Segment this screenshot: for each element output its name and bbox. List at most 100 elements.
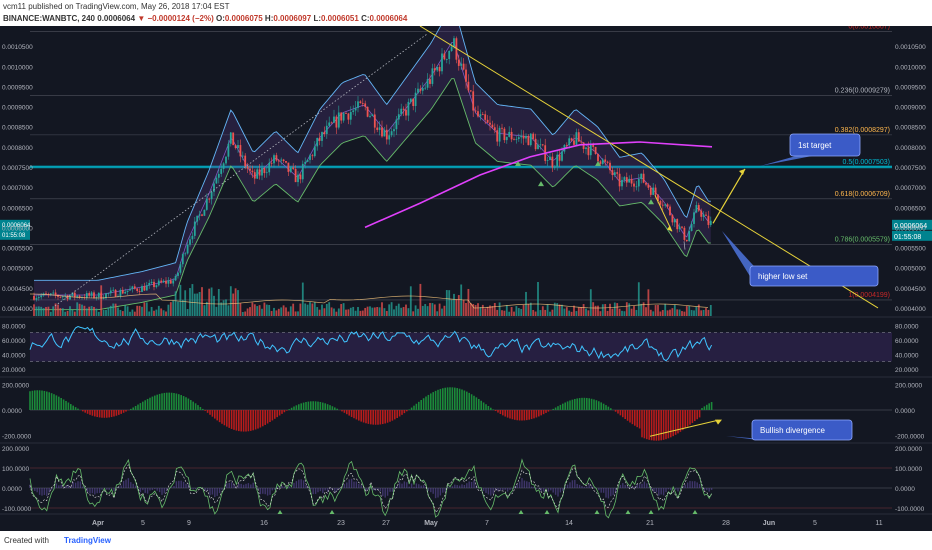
candle-body xyxy=(537,144,539,150)
volume-group xyxy=(33,282,712,316)
candle-body xyxy=(189,239,191,245)
volume-bar xyxy=(306,304,309,316)
candle-body xyxy=(373,114,376,128)
candle-body xyxy=(71,292,74,296)
volume-bar xyxy=(229,286,232,316)
volume-bar xyxy=(304,303,307,316)
candle-body xyxy=(198,214,201,216)
osc-tick-left: -100.0000 xyxy=(2,506,32,513)
volume-bar xyxy=(227,305,230,316)
candle-body xyxy=(325,125,328,134)
volume-bar xyxy=(157,305,160,316)
volume-bar xyxy=(405,304,407,316)
volume-bar xyxy=(253,304,256,316)
osc-tick-right: 0.0000 xyxy=(895,486,915,493)
volume-bar xyxy=(448,290,451,316)
candle-body xyxy=(709,220,712,225)
candle-body xyxy=(453,38,455,47)
rsi-tick-left: 80.0000 xyxy=(2,323,26,330)
hist-tick-left: 0.0000 xyxy=(2,408,22,415)
price-change: ▼ −0.0000124 (−2%) xyxy=(137,14,214,23)
x-tick-label: 23 xyxy=(337,520,345,527)
candle-body xyxy=(277,160,280,162)
signal-triangle xyxy=(515,160,521,166)
candle-body xyxy=(551,156,554,168)
volume-bar xyxy=(287,311,290,316)
rsi-tick-left: 60.0000 xyxy=(2,338,26,345)
volume-bar xyxy=(285,307,287,316)
candle-body xyxy=(107,293,110,295)
publisher-name[interactable]: vcm11 xyxy=(3,2,26,11)
volume-bar xyxy=(292,303,295,316)
drop-arrowhead xyxy=(667,225,672,232)
chart-area[interactable]: 0(0.0010867) 0.236(0.0009279) 0.382(0.0008… xyxy=(0,26,932,531)
candle-body xyxy=(431,68,434,84)
volume-bar xyxy=(71,309,74,316)
candle-body xyxy=(342,113,345,121)
volume-bar xyxy=(311,303,314,316)
candle-body xyxy=(676,218,679,230)
candle-body xyxy=(73,292,76,298)
volume-bar xyxy=(309,302,311,316)
volume-bar xyxy=(582,304,585,316)
volume-bar xyxy=(177,301,179,316)
volume-bar xyxy=(220,302,223,316)
volume-bar xyxy=(707,309,710,316)
candle-body xyxy=(97,292,100,298)
volume-bar xyxy=(613,302,616,316)
volume-bar xyxy=(630,308,633,316)
volume-bar xyxy=(316,307,319,316)
volume-bar xyxy=(337,308,340,316)
candle-body xyxy=(433,68,436,71)
candle-body xyxy=(193,221,196,236)
volume-bar xyxy=(616,303,619,316)
fib-level-label: 0.236(0.0009279) xyxy=(835,87,890,94)
volume-bar xyxy=(657,305,659,316)
candle-body xyxy=(258,169,261,176)
candle-body xyxy=(306,159,309,162)
osc-line xyxy=(29,458,712,519)
symbol-line: BINANCE:WANBTC, 240 0.0006064 ▼ −0.00001… xyxy=(3,14,407,23)
fib-level-label: 1(0.0004199) xyxy=(848,292,890,299)
candle-body xyxy=(232,132,235,146)
x-tick-label: 9 xyxy=(187,520,191,527)
volume-bar xyxy=(100,285,103,316)
volume-bar xyxy=(546,304,549,316)
y-tick-label-left: 0.0008500 xyxy=(2,125,33,132)
volume-bar xyxy=(433,304,436,316)
volume-bar xyxy=(203,305,206,316)
volume-bar xyxy=(585,308,587,316)
chart-svg[interactable]: 0(0.0010867) 0.236(0.0009279) 0.382(0.0008… xyxy=(0,26,932,531)
candle-body xyxy=(594,146,597,154)
volume-bar xyxy=(345,309,347,316)
volume-bar xyxy=(184,290,187,316)
candle-body xyxy=(215,177,218,184)
candle-body xyxy=(126,290,129,292)
volume-bar xyxy=(383,308,386,316)
volume-bar xyxy=(486,306,489,316)
candle-body xyxy=(33,295,35,300)
candle-body xyxy=(217,173,220,178)
volume-bar xyxy=(676,309,679,316)
candle-body xyxy=(88,293,91,296)
volume-bar xyxy=(117,307,119,316)
volume-bar xyxy=(33,304,35,316)
volume-bar xyxy=(129,311,131,316)
candle-body xyxy=(349,112,352,120)
volume-bar xyxy=(558,304,561,316)
volume-bar xyxy=(191,284,194,316)
y-tick-label-right: 0.0008000 xyxy=(895,145,926,152)
candle-body xyxy=(393,129,395,132)
volume-bar xyxy=(544,309,547,316)
volume-bar xyxy=(217,289,220,316)
fib-zone xyxy=(30,164,892,169)
left-price-tag-bg xyxy=(0,219,30,240)
volume-bar xyxy=(270,311,273,316)
volume-bar xyxy=(702,309,705,316)
candle-body xyxy=(611,170,614,176)
volume-bar xyxy=(402,307,405,316)
volume-bar xyxy=(52,306,55,316)
callout-box xyxy=(749,265,879,287)
tradingview-logo[interactable]: TradingView xyxy=(64,536,111,545)
candle-body xyxy=(397,114,400,120)
